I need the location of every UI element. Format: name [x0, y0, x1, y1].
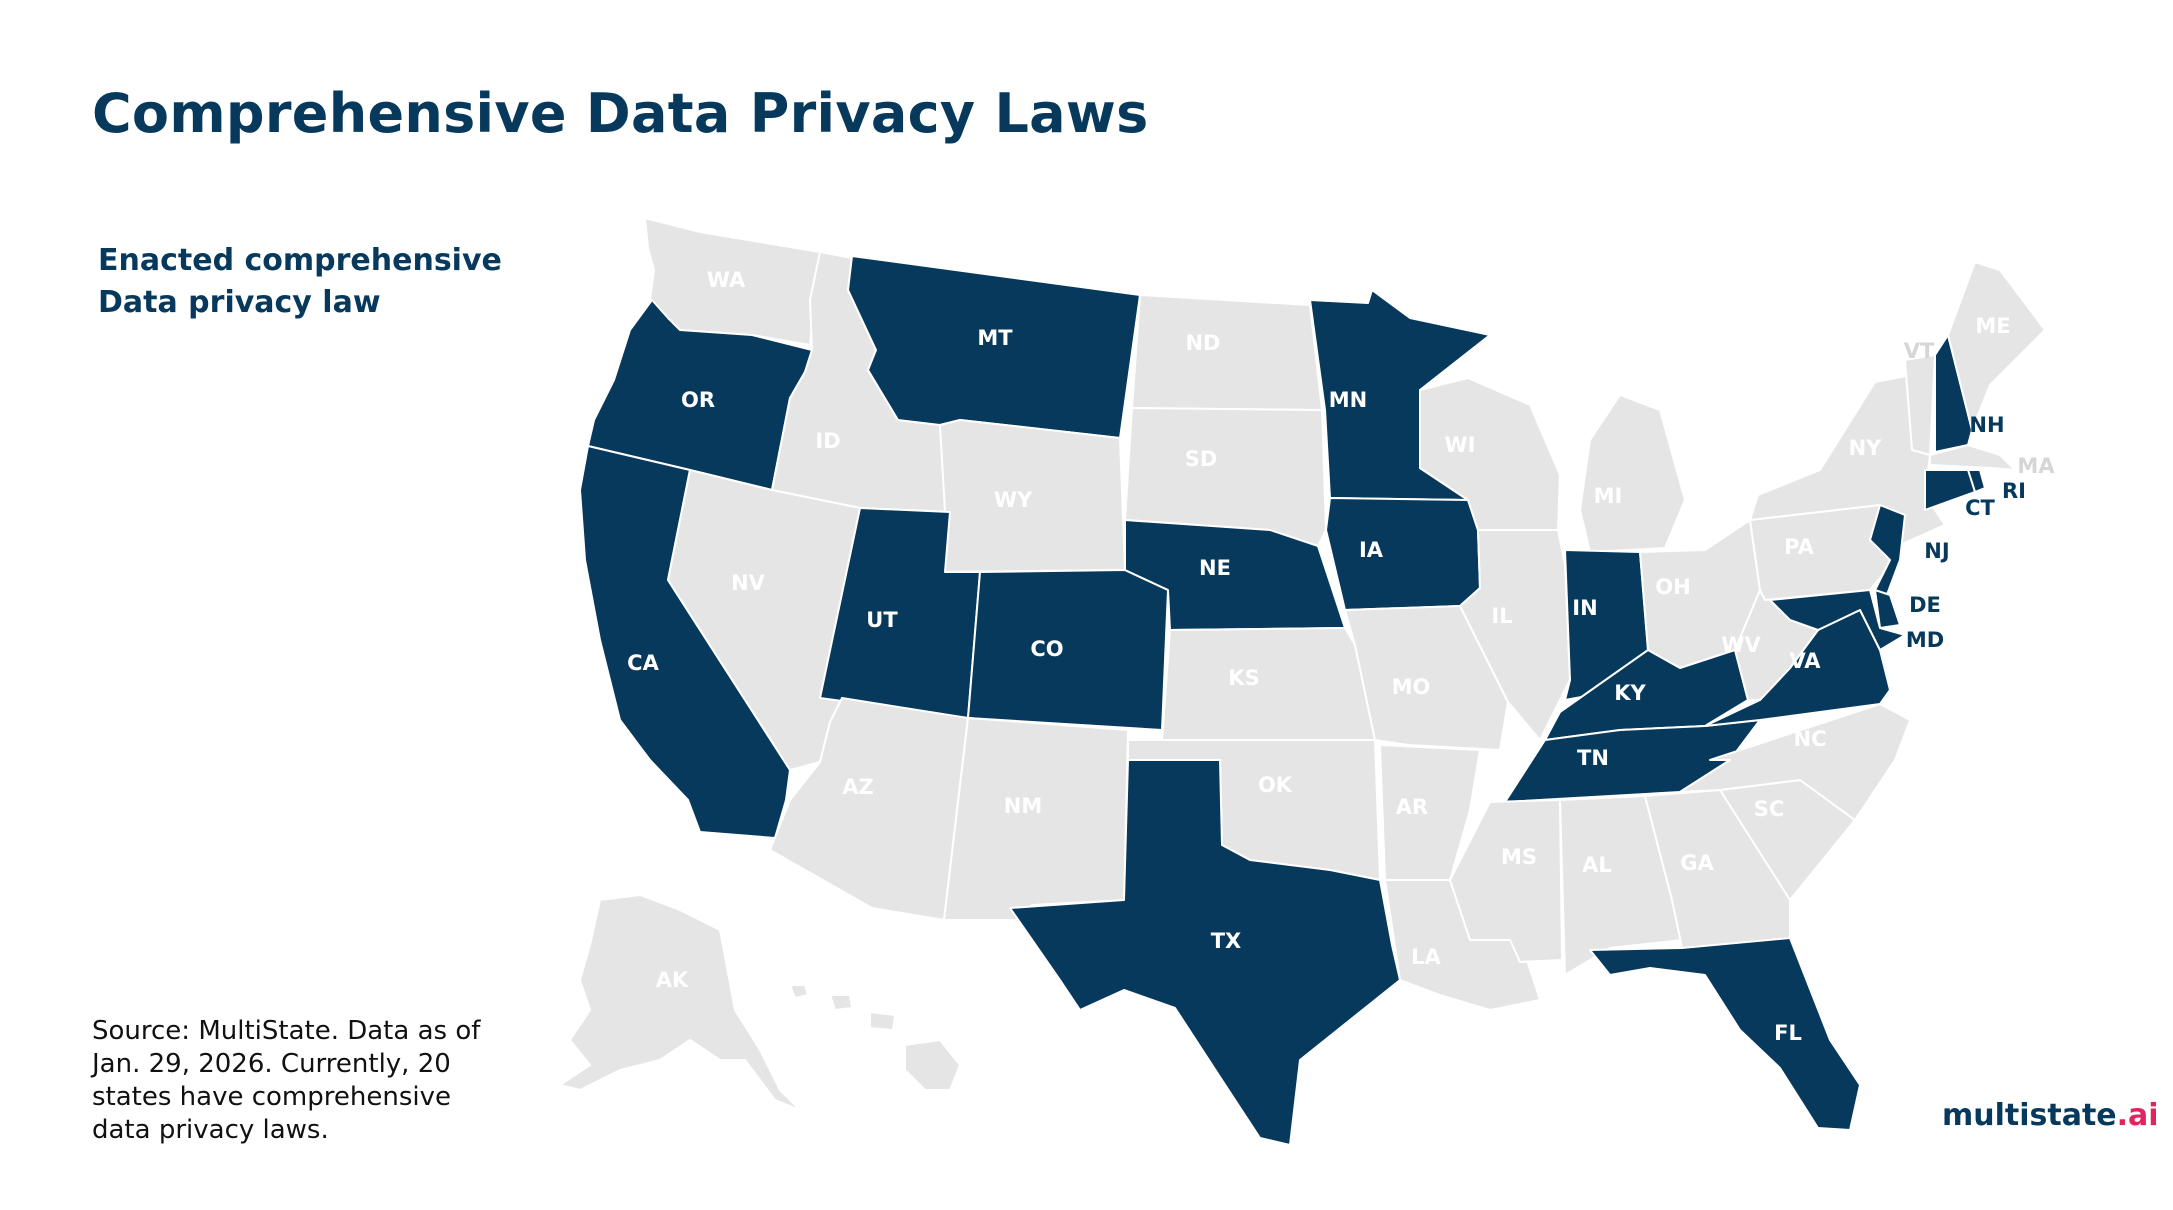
- state-label-oh: OH: [1655, 575, 1690, 599]
- state-label-mi: MI: [1594, 484, 1623, 508]
- state-il: [1459, 529, 1571, 741]
- state-label-il: IL: [1491, 604, 1512, 628]
- state-label-ut: UT: [866, 608, 898, 632]
- state-nm: [943, 717, 1129, 921]
- state-nc: [1679, 703, 1911, 821]
- state-label-ca: CA: [627, 651, 659, 675]
- state-label-wi: WI: [1445, 433, 1476, 457]
- state-nd: [1131, 294, 1323, 411]
- state-label-ri: RI: [2002, 479, 2026, 503]
- state-pa: [1749, 504, 1896, 601]
- state-label-nd: ND: [1185, 331, 1220, 355]
- labels-layer: WA OR CA ID NV MT WY UT CO AZ NM ND SD NE KS OK TX MN IA MO…: [627, 268, 2055, 1066]
- state-label-md: MD: [1906, 628, 1944, 652]
- state-mt: [847, 255, 1141, 439]
- state-tx: [1009, 759, 1401, 1146]
- brand-tld: .ai: [2116, 1098, 2159, 1133]
- state-label-sc: SC: [1754, 797, 1785, 821]
- state-label-nj: NJ: [1924, 539, 1949, 563]
- state-label-co: CO: [1030, 637, 1063, 661]
- state-label-ct: CT: [1965, 496, 1995, 520]
- brand-logo: multistate.ai: [1942, 1098, 2159, 1133]
- state-mi: [1579, 394, 1686, 553]
- state-label-la: LA: [1411, 945, 1441, 969]
- state-ar: [1379, 744, 1481, 881]
- state-ks: [1161, 627, 1376, 741]
- state-label-wy: WY: [994, 488, 1033, 512]
- state-label-az: AZ: [842, 775, 873, 799]
- state-label-ny: NY: [1849, 436, 1883, 460]
- state-label-nc: NC: [1794, 727, 1827, 751]
- legend: Enacted comprehensive Data privacy law: [98, 240, 558, 324]
- state-label-pa: PA: [1784, 535, 1814, 559]
- state-label-ks: KS: [1228, 666, 1259, 690]
- state-de: [1874, 589, 1901, 629]
- state-label-in: IN: [1572, 596, 1597, 620]
- state-ak: [559, 894, 801, 1111]
- state-label-wv: WV: [1721, 633, 1761, 657]
- brand-name: multistate: [1942, 1098, 2117, 1133]
- state-label-mt: MT: [977, 326, 1013, 350]
- state-label-ak: AK: [656, 968, 689, 992]
- state-label-ms: MS: [1501, 845, 1537, 869]
- state-ma: [1929, 444, 2016, 471]
- legend-line-2: Data privacy law: [98, 285, 381, 320]
- state-label-de: DE: [1909, 593, 1941, 617]
- state-label-ma: MA: [2017, 454, 2055, 478]
- state-label-nm: NM: [1004, 794, 1042, 818]
- state-fl: [1589, 937, 1861, 1131]
- state-md: [1769, 589, 1906, 651]
- state-label-or: OR: [681, 388, 715, 412]
- state-label-mn: MN: [1329, 388, 1367, 412]
- state-label-fl: FL: [1774, 1021, 1802, 1045]
- state-label-al: AL: [1582, 853, 1612, 877]
- state-ia: [1325, 497, 1481, 611]
- state-me: [1947, 261, 2046, 431]
- state-label-vt: VT: [1904, 339, 1935, 363]
- state-label-id: ID: [815, 429, 840, 453]
- state-label-hi: HI: [877, 1042, 902, 1066]
- legend-line-1: Enacted comprehensive: [98, 243, 502, 278]
- state-label-mo: MO: [1392, 675, 1431, 699]
- state-label-nv: NV: [731, 571, 766, 595]
- state-label-ky: KY: [1614, 681, 1646, 705]
- state-nh: [1934, 334, 1973, 453]
- states-layer: [559, 217, 2046, 1146]
- state-label-ne: NE: [1199, 556, 1231, 580]
- state-label-tx: TX: [1211, 929, 1242, 953]
- state-label-wa: WA: [707, 268, 746, 292]
- state-label-me: ME: [1975, 314, 2010, 338]
- state-label-ok: OK: [1258, 773, 1293, 797]
- source-note: Source: MultiState. Data as of Jan. 29, …: [92, 1016, 481, 1145]
- state-label-nh: NH: [1969, 413, 2004, 437]
- state-label-ia: IA: [1359, 538, 1384, 562]
- state-label-tn: TN: [1577, 746, 1609, 770]
- state-hi: [789, 984, 961, 1091]
- state-label-sd: SD: [1185, 447, 1218, 471]
- page-title: Comprehensive Data Privacy Laws: [92, 82, 1149, 145]
- state-label-ga: GA: [1680, 851, 1714, 875]
- state-label-ar: AR: [1396, 795, 1428, 819]
- state-co: [967, 569, 1169, 731]
- state-label-va: VA: [1789, 649, 1821, 673]
- state-ct: [1924, 469, 1976, 511]
